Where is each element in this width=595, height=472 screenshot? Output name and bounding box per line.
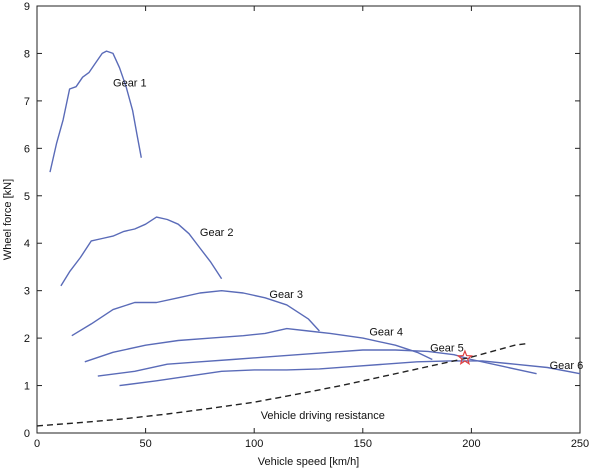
x-tick-label: 50 [139, 438, 151, 450]
gear-4-label: Gear 4 [369, 327, 403, 339]
axis-ticks: 0 50 100 150 200 250 0 1 2 3 4 5 6 7 8 9 [24, 1, 589, 450]
y-tick-label: 3 [24, 286, 30, 298]
y-tick-label: 0 [24, 428, 30, 440]
intersection-star-marker [456, 349, 474, 366]
x-tick-label: 200 [462, 438, 480, 450]
y-tick-label: 6 [24, 143, 30, 155]
x-axis-label: Vehicle speed [km/h] [258, 456, 360, 468]
gear-3-label: Gear 3 [269, 289, 303, 301]
y-axis-label: Wheel force [kN] [2, 179, 14, 260]
x-tick-label: 100 [245, 438, 263, 450]
gear-1-label: Gear 1 [113, 78, 147, 90]
y-tick-label: 1 [24, 381, 30, 393]
gear-4-curve [84, 327, 433, 363]
gear-5-label: Gear 5 [430, 342, 464, 354]
y-tick-label: 9 [24, 1, 30, 13]
gear-2-curve [60, 216, 223, 287]
y-tick-label: 4 [24, 238, 30, 250]
x-tick-label: 150 [354, 438, 372, 450]
gear-6-curve [119, 360, 581, 387]
gear-3-curve [71, 290, 320, 337]
gear-2-label: Gear 2 [200, 227, 234, 239]
x-tick-label: 0 [34, 438, 40, 450]
y-tick-label: 7 [24, 96, 30, 108]
gear-6-label: Gear 6 [550, 360, 584, 372]
gear-curves [36, 50, 581, 427]
driving-resistance-label: Vehicle driving resistance [261, 410, 385, 422]
x-tick-label: 250 [571, 438, 589, 450]
gear-1-curve [49, 50, 142, 173]
curve-labels: Gear 1 Gear 2 Gear 3 Gear 4 Gear 5 Gear 6 Vehi… [113, 78, 583, 422]
y-tick-label: 2 [24, 333, 30, 345]
plot-frame [36, 5, 581, 434]
y-tick-label: 5 [24, 191, 30, 203]
driving-resistance-curve [36, 343, 526, 427]
y-tick-label: 8 [24, 48, 30, 60]
